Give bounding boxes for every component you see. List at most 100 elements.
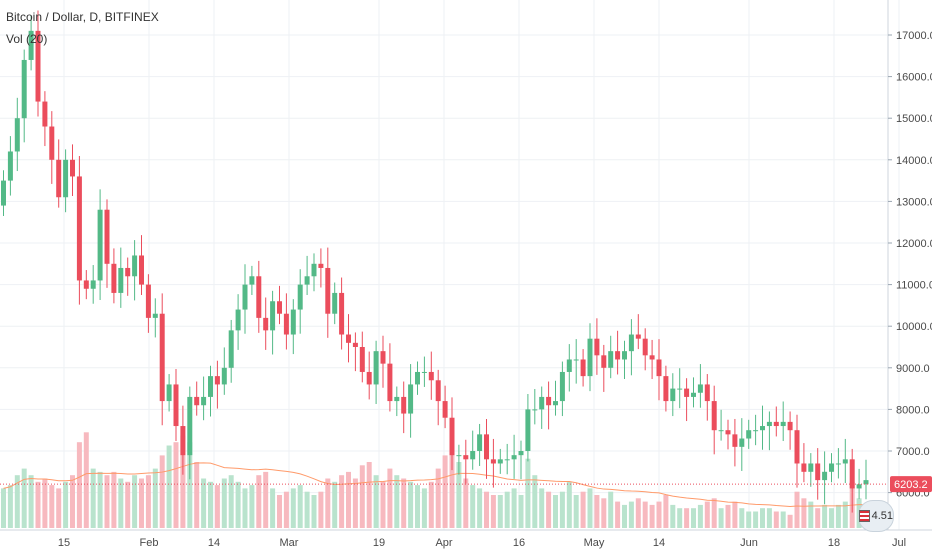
candle-body [352,342,358,347]
candle-body [339,292,345,335]
volume-bar [49,485,55,528]
volume-bar [194,462,200,528]
volume-bar [132,475,138,528]
candle-body [145,284,151,318]
candle-body [442,401,448,418]
volume-bar [290,488,296,528]
volume-bars [1,432,869,528]
candle-body [325,267,331,314]
us-flag-icon [859,510,870,522]
volume-bar [28,475,34,528]
volume-bar [456,462,462,528]
candle-body [380,351,386,364]
candle-body [421,371,427,373]
candle-body [359,347,365,372]
volume-bar [711,498,717,528]
candle-body [125,267,131,277]
candle-body [835,463,841,465]
volume-bar [725,504,731,528]
candle-body [718,430,724,432]
candle-body [553,401,558,406]
candle-body [601,355,607,368]
candle-body [415,371,420,385]
candle-body [387,363,393,402]
candle-body [566,359,572,372]
volume-bar [808,501,814,528]
time-tick-label: Jul [892,537,906,549]
volume-bar [76,442,82,528]
candle-body [14,118,20,152]
candle-body [56,159,62,198]
volume-bar [111,471,117,528]
candle-body [490,459,496,464]
candle-body [842,459,848,464]
volume-bar [83,432,89,528]
candle-body [97,209,103,281]
volume-bar [297,485,303,528]
candle-body [214,376,220,385]
candle-body [815,463,821,481]
candle-body [725,430,731,435]
volume-bar [760,508,765,528]
candle-body [635,334,641,339]
volume-bar [415,485,420,528]
volume-bar [718,508,724,528]
volume-bar [559,491,565,528]
volume-bar [428,481,434,528]
volume-bar [601,498,607,528]
candle-body [780,421,786,427]
volume-bar [56,488,62,528]
candle-body [28,30,34,60]
volume-bar [263,471,269,528]
volume-bar [387,468,393,528]
candle-body [118,267,124,293]
candle-body [83,280,89,289]
volume-bar [829,508,834,528]
candle-body [649,355,655,360]
volume-bar [442,455,448,528]
volume-bar [504,491,510,528]
volume-bar [815,508,821,528]
volume-bar [670,504,676,528]
time-axis[interactable]: 15 Feb 14 Mar 19 Apr 16 May 14 Jun 18 Jul [58,537,906,549]
candle-body [277,301,282,314]
volume-bar [566,481,572,528]
candle-body [35,30,41,102]
volume-bar [35,481,41,528]
candle-body [746,430,752,439]
volume-bar [842,501,848,528]
flag-badge[interactable]: 4.51 [858,500,894,532]
volume-indicator-label[interactable]: Vol (20) [6,32,48,46]
candle-body [559,371,565,402]
candle-body [822,471,828,481]
volume-bar [318,491,324,528]
last-price-label: 6203.2 [890,476,932,493]
candle-body [21,59,27,119]
time-tick-label: 14 [653,537,665,549]
candle-body [663,376,669,402]
volume-bar [325,478,331,528]
candle-body [684,388,690,397]
symbol-title[interactable]: Bitcoin / Dollar, D, BITFINEX [6,10,159,24]
price-tick-label: 17000.0 [896,30,932,42]
volume-bar [484,491,489,528]
candle-body [394,396,400,402]
candle-body [7,151,13,181]
candle-body [132,255,138,277]
time-tick-label: 19 [373,537,385,549]
volume-bar [822,504,828,528]
volume-bar [346,471,351,528]
volume-ma-line [3,462,866,508]
volume-bar [463,478,469,528]
candle-body [539,396,545,410]
volume-bar [608,491,614,528]
volume-bar [401,478,407,528]
volume-bar [656,501,662,528]
candle-body [290,309,296,335]
candle-body [760,426,765,431]
candle-body [608,351,614,368]
price-axis[interactable]: 6000.07000.08000.09000.010000.011000.012… [888,30,932,500]
time-tick-label: 14 [208,537,220,549]
candle-body [773,421,779,427]
